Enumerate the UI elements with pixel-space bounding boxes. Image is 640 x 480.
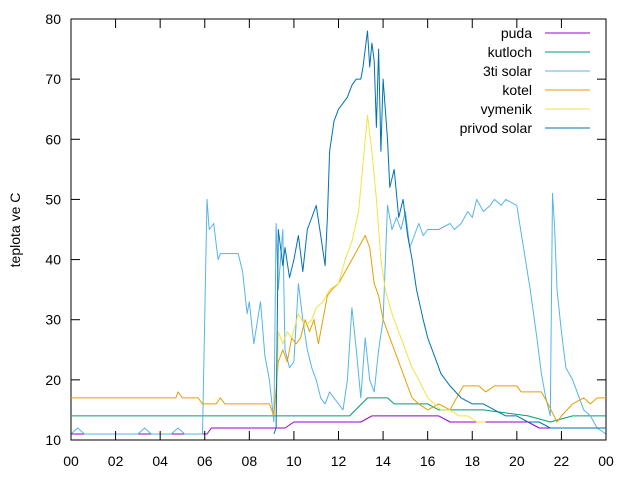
x-tick-label: 18 bbox=[464, 453, 480, 469]
series-layer bbox=[70, 30, 607, 435]
x-tick-label: 08 bbox=[242, 453, 258, 469]
x-tick-label: 00 bbox=[598, 453, 614, 469]
series-line-privod-solar bbox=[273, 30, 606, 435]
legend-label-3ti-solar: 3ti solar bbox=[483, 63, 532, 79]
legend-label-vymenik: vymenik bbox=[481, 101, 533, 117]
y-tick-label: 40 bbox=[45, 252, 61, 268]
legend-label-kotel: kotel bbox=[502, 82, 532, 98]
y-tick-label: 70 bbox=[45, 71, 61, 87]
y-tick-label: 50 bbox=[45, 191, 61, 207]
y-tick-label: 60 bbox=[45, 131, 61, 147]
y-axis-title: teplota ve C bbox=[7, 193, 23, 268]
series-line-kutloch bbox=[71, 397, 606, 423]
x-tick-label: 22 bbox=[554, 453, 570, 469]
legend: puda kutloch 3ti solar kotel vymenik privod s… bbox=[460, 25, 590, 136]
series-line-3ti-solar bbox=[70, 192, 607, 435]
y-tick-label: 30 bbox=[45, 312, 61, 328]
legend-label-puda: puda bbox=[501, 25, 532, 41]
series-line-vymenik bbox=[275, 114, 486, 423]
series-line-kotel bbox=[71, 235, 606, 423]
y-tick-label: 20 bbox=[45, 372, 61, 388]
legend-label-kutloch: kutloch bbox=[488, 44, 532, 60]
x-tick-label: 02 bbox=[108, 453, 124, 469]
legend-label-privod-solar: privod solar bbox=[460, 120, 533, 136]
x-tick-label: 06 bbox=[197, 453, 213, 469]
x-tick-label: 16 bbox=[420, 453, 436, 469]
y-axis-ticks: 10 20 30 40 50 60 70 80 bbox=[45, 11, 606, 448]
x-tick-label: 12 bbox=[331, 453, 347, 469]
x-tick-label: 14 bbox=[375, 453, 391, 469]
x-tick-label: 00 bbox=[63, 453, 79, 469]
x-tick-label: 10 bbox=[286, 453, 302, 469]
x-tick-label: 04 bbox=[152, 453, 168, 469]
x-tick-label: 20 bbox=[509, 453, 525, 469]
y-tick-label: 10 bbox=[45, 432, 61, 448]
y-tick-label: 80 bbox=[45, 11, 61, 27]
x-axis-ticks: 00 02 04 06 08 10 12 14 16 18 20 22 00 bbox=[63, 19, 614, 469]
